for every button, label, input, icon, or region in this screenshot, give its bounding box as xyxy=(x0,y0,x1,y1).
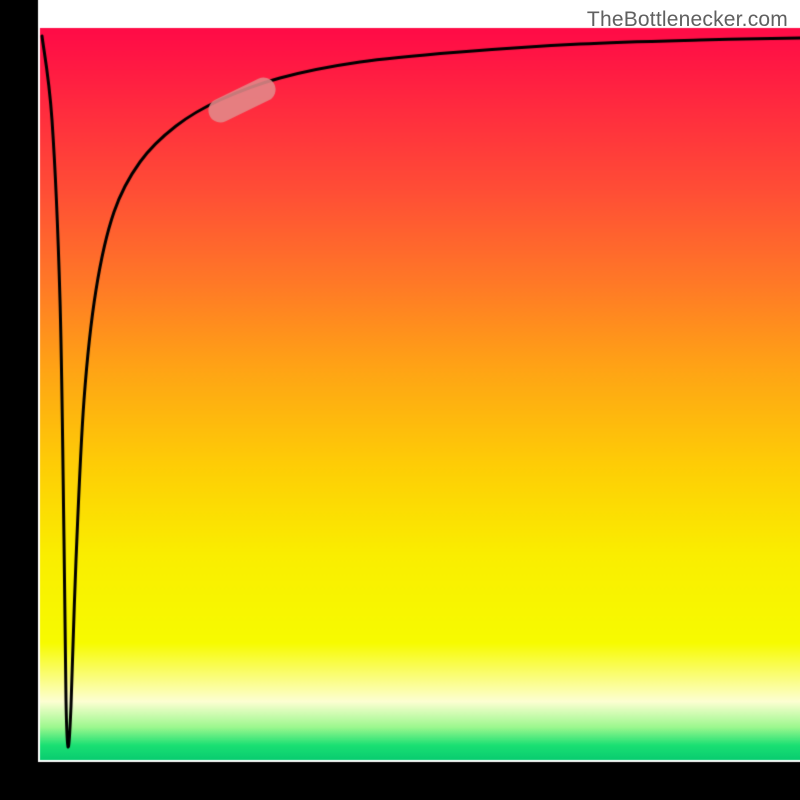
bottleneck-chart xyxy=(0,0,800,800)
watermark-text: TheBottlenecker.com xyxy=(587,8,788,32)
